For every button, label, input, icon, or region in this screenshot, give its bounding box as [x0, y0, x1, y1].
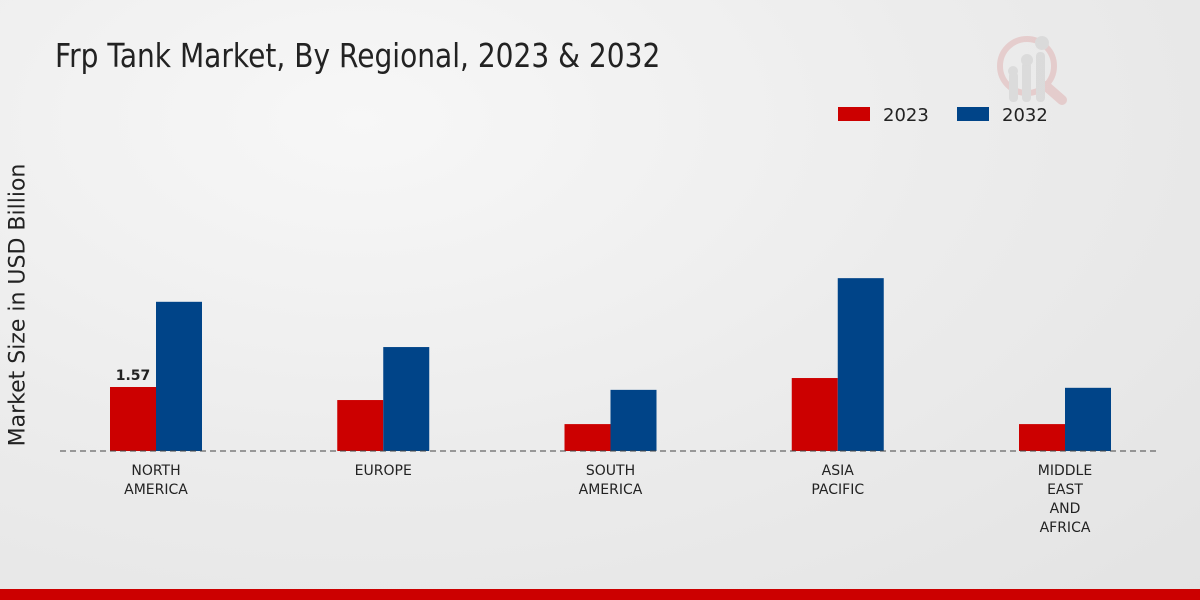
- footer-bar: [0, 589, 1200, 600]
- legend: 2023 2032: [838, 105, 1048, 126]
- x-tick-label: NORTH AMERICA: [124, 463, 188, 498]
- bar-2032-1: [383, 347, 430, 451]
- legend-label-2023: 2023: [883, 105, 929, 126]
- bar-2023-1: [337, 400, 384, 451]
- bar-2023-4: [1019, 424, 1065, 451]
- bar-2032-0: [156, 301, 202, 451]
- x-tick-label: EUROPE: [355, 463, 412, 479]
- legend-swatch-2023: [838, 107, 870, 121]
- x-tick-label: ASIA PACIFIC: [811, 463, 864, 498]
- watermark-logo: [997, 36, 1067, 105]
- x-tick-label: SOUTH AMERICA: [579, 463, 643, 498]
- legend-swatch-2032: [957, 107, 989, 121]
- bar-2032-3: [837, 278, 884, 451]
- x-tick-label: MIDDLE EAST AND AFRICA: [1038, 463, 1092, 536]
- bar-2032-4: [1065, 387, 1111, 451]
- bar-2023-2: [564, 424, 611, 451]
- x-ticks: NORTH AMERICA EUROPE SOUTH AMERICA ASIA PACIFI…: [124, 463, 1092, 536]
- bar-2023-0: [110, 387, 156, 451]
- legend-label-2032: 2032: [1002, 105, 1048, 126]
- bar-2032-2: [610, 389, 657, 451]
- bar-2023-3: [791, 378, 838, 451]
- chart-title: Frp Tank Market, By Regional, 2023 & 203…: [55, 36, 661, 75]
- data-label: 1.57: [116, 368, 151, 384]
- bars: 1.57: [110, 278, 1111, 451]
